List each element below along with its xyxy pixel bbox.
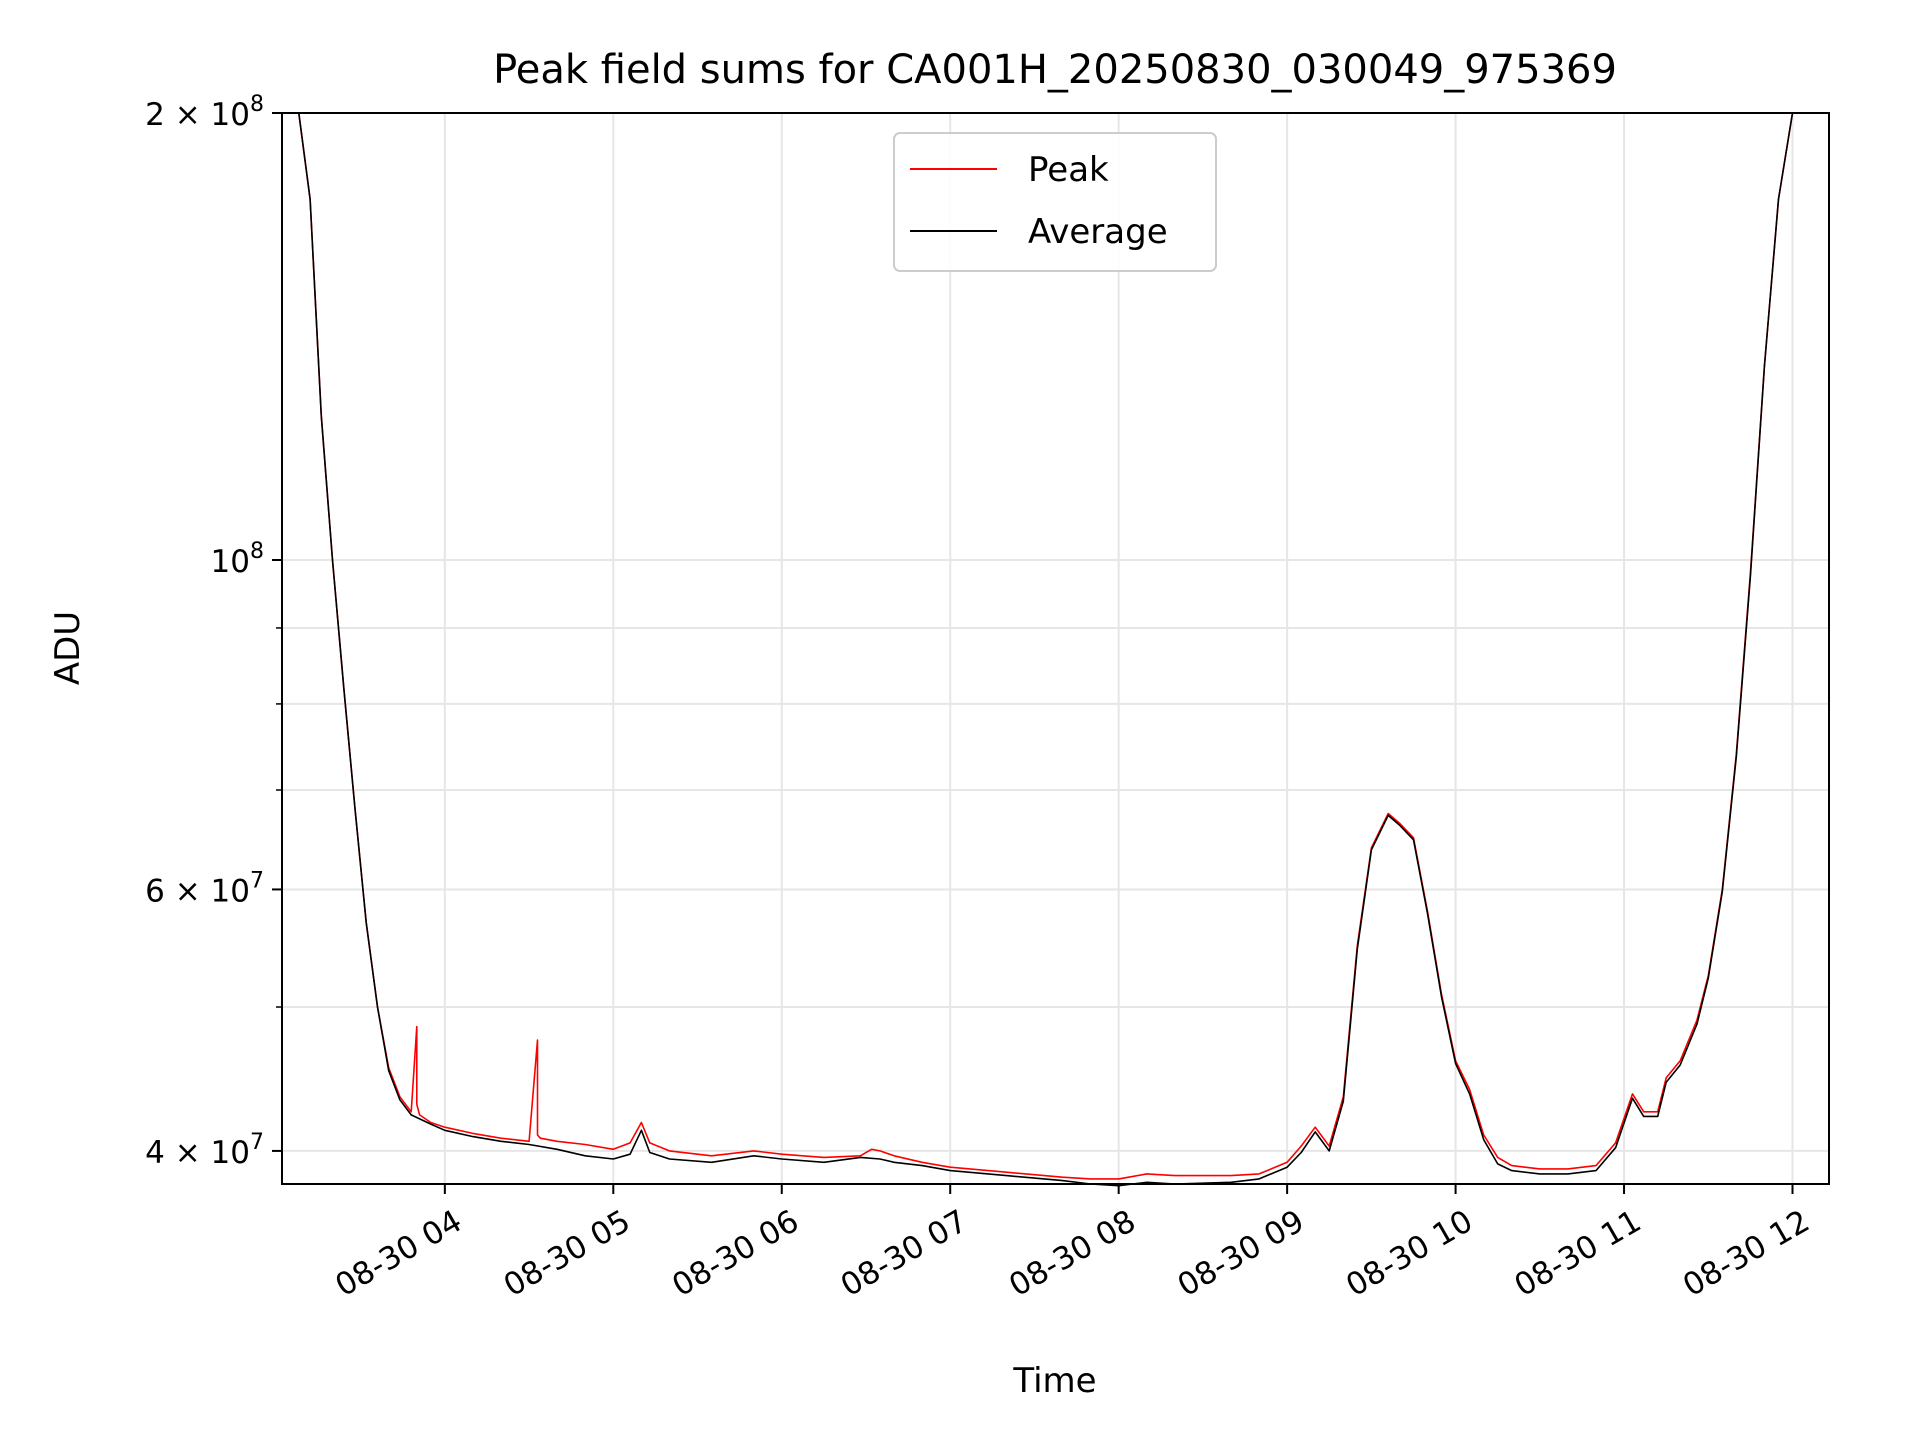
chart-title: Peak field sums for CA001H_20250830_0300…	[493, 47, 1617, 93]
y-tick-label: 4 × 107	[145, 1130, 264, 1171]
legend-label-average: Average	[1028, 212, 1168, 252]
plot-frame	[281, 112, 1830, 1185]
gridlines	[282, 112, 1829, 1184]
y-tick-label: 2 × 108	[145, 92, 264, 133]
series-line-peak	[282, 112, 1799, 1180]
y-axis: 4 × 107 6 × 107 108 2 × 108	[145, 92, 282, 1171]
legend-label-peak: Peak	[1028, 150, 1109, 190]
x-axis-label: Time	[1012, 1361, 1096, 1401]
y-tick-label: 6 × 107	[145, 868, 264, 909]
y-axis-label: ADU	[48, 611, 88, 685]
y-tick-label: 108	[211, 539, 264, 580]
legend-box	[893, 132, 1217, 272]
legend: Peak Average	[893, 132, 1217, 272]
